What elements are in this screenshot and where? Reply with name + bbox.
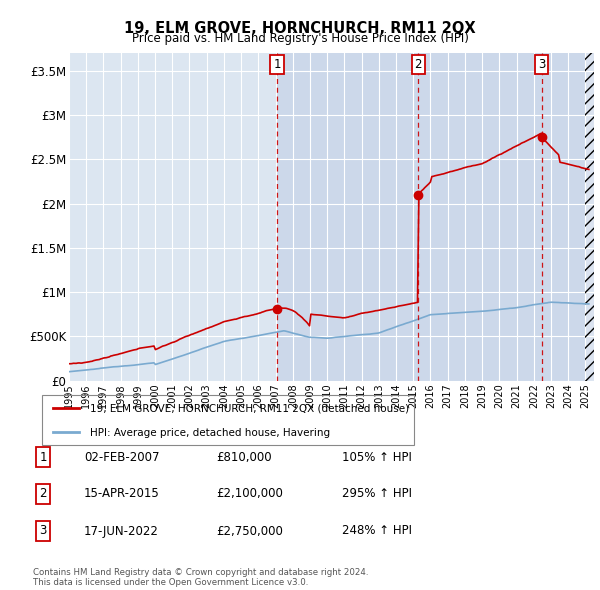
Bar xyxy=(277,53,418,381)
Text: 2: 2 xyxy=(415,58,422,71)
Text: 2: 2 xyxy=(40,487,47,500)
Text: 1: 1 xyxy=(273,58,281,71)
Text: £2,750,000: £2,750,000 xyxy=(216,525,283,537)
Text: 17-JUN-2022: 17-JUN-2022 xyxy=(84,525,159,537)
Text: Contains HM Land Registry data © Crown copyright and database right 2024.
This d: Contains HM Land Registry data © Crown c… xyxy=(33,568,368,587)
Text: 248% ↑ HPI: 248% ↑ HPI xyxy=(342,525,412,537)
Text: 3: 3 xyxy=(538,58,545,71)
Text: 295% ↑ HPI: 295% ↑ HPI xyxy=(342,487,412,500)
Bar xyxy=(586,53,594,381)
Text: 19, ELM GROVE, HORNCHURCH, RM11 2QX: 19, ELM GROVE, HORNCHURCH, RM11 2QX xyxy=(124,21,476,35)
Text: 19, ELM GROVE, HORNCHURCH, RM11 2QX (detached house): 19, ELM GROVE, HORNCHURCH, RM11 2QX (det… xyxy=(91,404,409,414)
Text: 15-APR-2015: 15-APR-2015 xyxy=(84,487,160,500)
Bar xyxy=(542,53,594,381)
Text: HPI: Average price, detached house, Havering: HPI: Average price, detached house, Have… xyxy=(91,428,331,438)
Text: Price paid vs. HM Land Registry's House Price Index (HPI): Price paid vs. HM Land Registry's House … xyxy=(131,32,469,45)
Text: 105% ↑ HPI: 105% ↑ HPI xyxy=(342,451,412,464)
Text: 1: 1 xyxy=(40,451,47,464)
Bar xyxy=(418,53,542,381)
Text: £810,000: £810,000 xyxy=(216,451,272,464)
Text: 3: 3 xyxy=(40,525,47,537)
Text: £2,100,000: £2,100,000 xyxy=(216,487,283,500)
Text: 02-FEB-2007: 02-FEB-2007 xyxy=(84,451,160,464)
